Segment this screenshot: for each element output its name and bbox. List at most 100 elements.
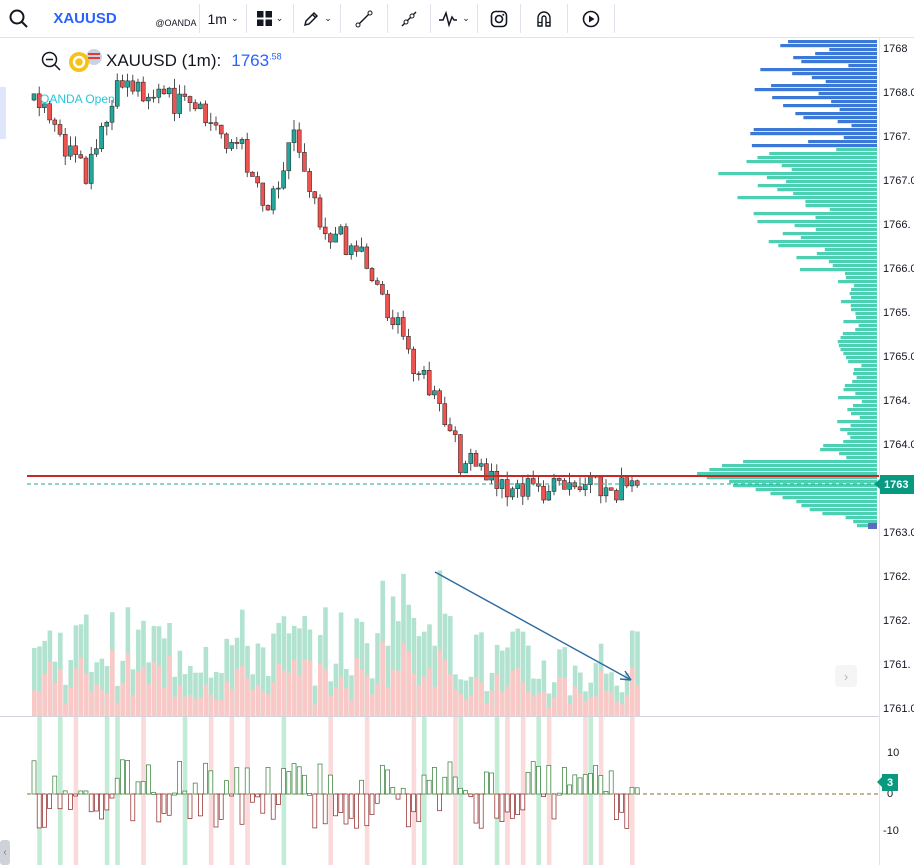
- volume-bar: [323, 607, 328, 716]
- volume-profile-bar: [743, 460, 877, 464]
- candle: [400, 317, 406, 337]
- volume-profile-bar: [751, 144, 877, 148]
- arrow-line: [434, 571, 632, 681]
- volume-bar: [297, 628, 302, 716]
- candle: [99, 125, 104, 149]
- osc-bar: [567, 784, 572, 795]
- candle: [556, 478, 562, 481]
- price-label: 1765.0: [883, 351, 914, 363]
- volume-profile-bar: [850, 424, 877, 428]
- candle: [541, 485, 546, 501]
- volume-profile-bar: [853, 404, 877, 408]
- magnet-icon: [537, 10, 551, 27]
- volume-bar: [240, 609, 245, 716]
- volume-bar: [68, 687, 73, 716]
- left-scale-handle[interactable]: [0, 87, 6, 139]
- candle: [276, 187, 281, 190]
- volume-profile-bar: [795, 112, 877, 116]
- candle: [125, 80, 130, 88]
- volume-profile-bar: [828, 260, 877, 264]
- volume-bar: [141, 666, 146, 716]
- volume-bar: [578, 693, 583, 716]
- price-label: 1764.: [883, 395, 911, 407]
- volume-profile-bar: [840, 336, 877, 340]
- oscillator-axis[interactable]: [879, 717, 914, 865]
- chart-legend: XAUUSD (1m): 1763.58: [40, 48, 282, 74]
- symbol-label[interactable]: XAUUSD: [53, 10, 117, 27]
- replay-button[interactable]: [569, 0, 613, 37]
- volume-profile-bar: [772, 96, 877, 100]
- scroll-left-handle[interactable]: ‹: [0, 840, 10, 865]
- snapshot-button[interactable]: [479, 0, 519, 37]
- volume-bar: [562, 677, 567, 716]
- candle: [109, 105, 115, 123]
- volume-profile-bar: [818, 92, 877, 96]
- trendline-icon: [355, 10, 373, 27]
- volume-bar: [234, 668, 240, 716]
- volume-bar: [32, 648, 37, 716]
- osc-bar: [463, 790, 468, 795]
- osc-bar: [114, 777, 120, 795]
- volume-bar: [94, 684, 99, 716]
- candle: [104, 121, 110, 127]
- replay-icon: [582, 10, 600, 27]
- price-axis[interactable]: [879, 37, 914, 717]
- drawing-tools-button[interactable]: ⌄: [295, 0, 339, 37]
- chart-type-button[interactable]: ⌄: [248, 0, 292, 37]
- osc-bar: [426, 779, 432, 795]
- volume-profile-bar: [849, 292, 877, 296]
- pane-separator[interactable]: [0, 716, 879, 717]
- search-icon[interactable]: [6, 0, 32, 37]
- price-chart[interactable]: [0, 0, 879, 865]
- candle: [437, 390, 442, 404]
- osc-background-bar: [104, 717, 110, 865]
- volume-bar: [635, 631, 640, 716]
- trendline-button[interactable]: [342, 0, 386, 37]
- volume-bar: [598, 670, 604, 716]
- volume-profile-bar: [853, 520, 877, 524]
- osc-bar: [536, 765, 541, 795]
- volume-profile-bar: [843, 136, 877, 140]
- volume-bar: [411, 617, 417, 716]
- volume-bar: [380, 641, 385, 716]
- candle: [151, 96, 156, 99]
- volume-bar: [489, 690, 495, 716]
- osc-bar: [182, 790, 188, 795]
- candle: [161, 88, 167, 95]
- osc-bar: [57, 793, 63, 810]
- volume-bar: [193, 698, 198, 716]
- arrow-head: [619, 670, 632, 681]
- osc-bar: [338, 793, 344, 813]
- oscillator-value-tag: 3: [877, 774, 898, 791]
- magnet-button[interactable]: [522, 0, 566, 37]
- zoom-out-icon[interactable]: [40, 50, 62, 72]
- scroll-right-button[interactable]: ›: [835, 665, 857, 687]
- volume-bar: [359, 669, 365, 716]
- chevron-down-icon: ⌄: [275, 13, 284, 23]
- volume-bar: [146, 684, 151, 716]
- osc-bar: [411, 793, 416, 813]
- timeframe-select[interactable]: 1m ⌄: [201, 0, 245, 37]
- price-label: 1768.0: [883, 87, 914, 99]
- camera-icon: [490, 10, 508, 27]
- volume-profile-bar: [718, 172, 877, 176]
- candle: [416, 373, 422, 375]
- volume-bar: [630, 667, 635, 716]
- volume-profile-bar: [771, 84, 877, 88]
- osc-bar: [250, 793, 255, 803]
- candle: [317, 197, 323, 228]
- candle: [510, 488, 515, 498]
- volume-profile-bar: [859, 416, 877, 420]
- volume-profile-bar: [837, 340, 877, 344]
- osc-bar: [31, 760, 37, 795]
- indicators-button[interactable]: ⌄: [432, 0, 476, 37]
- volume-profile-bar: [844, 384, 877, 388]
- volume-bar: [203, 646, 209, 716]
- volume-bar: [63, 703, 68, 716]
- osc-bar: [390, 787, 396, 795]
- volume-profile-bar: [729, 480, 877, 484]
- volume-profile-bar: [843, 320, 877, 324]
- osc-background-bar: [364, 717, 370, 865]
- volume-bar: [281, 670, 287, 716]
- ray-button[interactable]: [389, 0, 429, 37]
